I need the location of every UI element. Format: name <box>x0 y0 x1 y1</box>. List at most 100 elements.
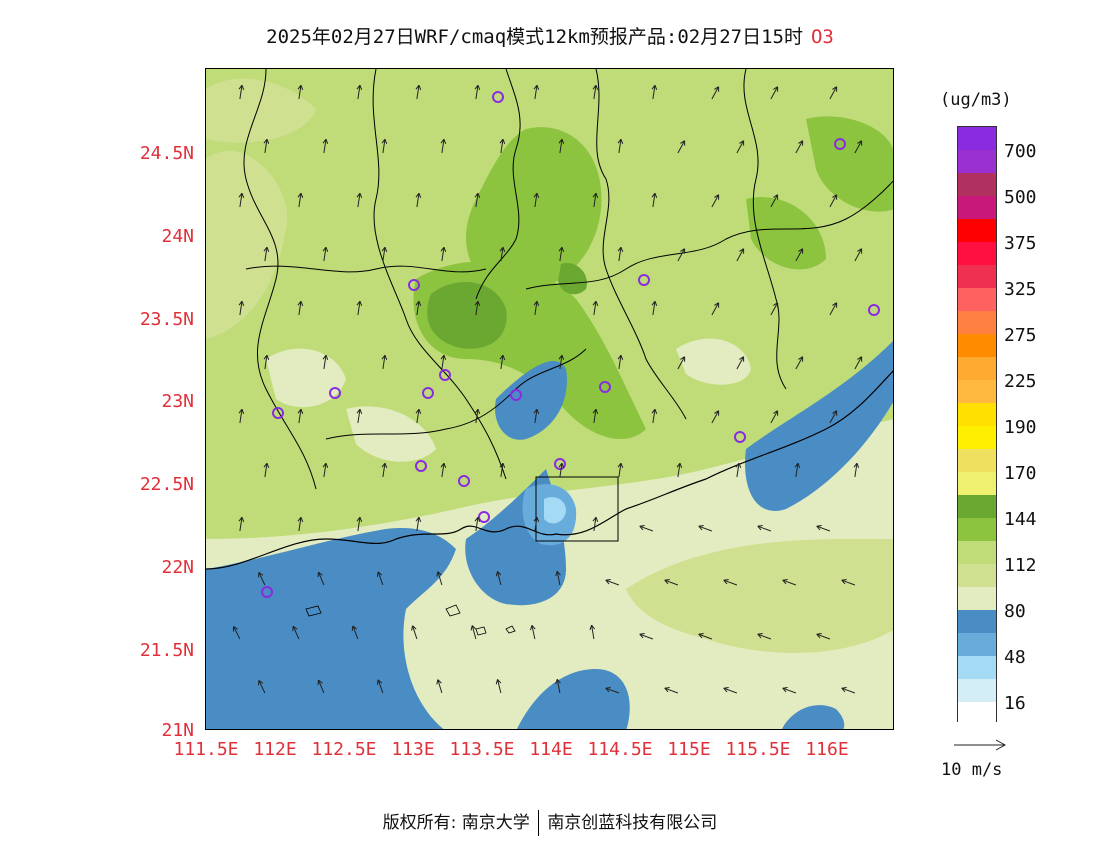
legend-swatch <box>958 518 996 541</box>
legend-label: 500 <box>1004 187 1037 208</box>
lat-tick-label: 23N <box>161 391 194 412</box>
wind-arrow-icon <box>605 578 620 586</box>
wind-arrow-icon <box>711 410 720 424</box>
wind-arrow-icon <box>854 356 863 370</box>
wind-arrow-icon <box>723 686 738 694</box>
circle-marker-icon[interactable] <box>868 304 880 316</box>
copyright-left: 版权所有: 南京大学 <box>382 813 530 833</box>
wind-arrow-icon <box>263 462 270 478</box>
legend-swatch <box>958 426 996 449</box>
circle-marker-icon[interactable] <box>439 369 451 381</box>
wind-arrow-icon <box>770 86 779 100</box>
field-112-west <box>206 150 288 339</box>
wind-arrow-icon <box>736 140 745 154</box>
wind-arrow-icon <box>664 578 679 586</box>
circle-marker-icon[interactable] <box>408 279 420 291</box>
field-16-core <box>544 497 566 524</box>
field-170-core <box>427 282 507 349</box>
wind-arrow-icon <box>415 516 422 532</box>
field-48-guangzhou <box>495 360 567 440</box>
wind-arrow-icon <box>258 571 266 586</box>
wind-arrow-icon <box>533 516 540 532</box>
wind-arrow-icon <box>258 679 266 694</box>
circle-marker-icon[interactable] <box>492 91 504 103</box>
wind-arrow-icon <box>723 578 738 586</box>
wind-arrow-icon <box>499 462 506 478</box>
wind-arrow-icon <box>639 632 654 640</box>
wind-arrow-icon <box>415 300 422 316</box>
lon-tick-label: 112.5E <box>311 739 377 760</box>
wind-arrow-icon <box>533 408 540 424</box>
wind-arrow-icon <box>676 462 683 478</box>
circle-marker-icon[interactable] <box>734 431 746 443</box>
legend-swatch <box>958 357 996 380</box>
circle-marker-icon[interactable] <box>422 387 434 399</box>
wind-arrow-icon <box>322 246 329 262</box>
legend-label: 325 <box>1004 279 1037 300</box>
legend-label: 375 <box>1004 233 1037 254</box>
wind-arrow-icon <box>495 571 502 586</box>
circle-marker-icon[interactable] <box>638 274 650 286</box>
wind-arrow-icon <box>770 302 779 316</box>
legend-label: 80 <box>1004 601 1026 622</box>
island-outlines <box>305 604 516 636</box>
circle-marker-icon[interactable] <box>834 138 846 150</box>
circle-marker-icon[interactable] <box>510 389 522 401</box>
wind-arrow-icon <box>816 524 831 532</box>
circle-marker-icon[interactable] <box>554 458 566 470</box>
station-markers <box>261 91 880 598</box>
circle-marker-icon[interactable] <box>272 407 284 419</box>
wind-arrow-icon <box>736 248 745 262</box>
wind-arrow-icon <box>376 571 384 586</box>
circle-marker-icon[interactable] <box>458 475 470 487</box>
legend-swatch <box>958 472 996 495</box>
wind-arrow-icon <box>795 356 804 370</box>
lon-tick-label: 116E <box>805 739 849 760</box>
wind-arrow-icon <box>440 138 447 154</box>
circle-marker-icon[interactable] <box>329 387 341 399</box>
wind-reference-label: 10 m/s <box>941 760 1003 780</box>
circle-marker-icon[interactable] <box>415 460 427 472</box>
wind-arrow-icon <box>589 624 596 640</box>
wind-arrow-icon <box>238 300 245 316</box>
legend-swatch <box>958 242 996 265</box>
wind-arrow-icon <box>829 302 838 316</box>
wind-arrow-icon <box>317 571 325 586</box>
circle-marker-icon[interactable] <box>478 511 490 523</box>
circle-marker-icon[interactable] <box>261 586 273 598</box>
wind-arrow-icon <box>592 300 599 316</box>
wind-arrow-icon <box>356 192 363 208</box>
region-box <box>535 476 619 542</box>
field-48-southwest <box>206 528 456 729</box>
wind-arrow-icon <box>440 354 447 370</box>
boundary-line <box>245 265 487 273</box>
wind-arrow-icon <box>639 524 654 532</box>
forecast-map[interactable] <box>205 68 894 730</box>
wind-arrow-icon <box>356 516 363 532</box>
wind-arrow-icon <box>698 632 713 640</box>
wind-arrow-icon <box>415 408 422 424</box>
copyright-footer: 版权所有: 南京大学 南京创蓝科技有限公司 <box>0 808 1100 836</box>
legend-swatch <box>958 219 996 242</box>
wind-arrow-icon <box>757 524 772 532</box>
lat-tick-label: 24.5N <box>139 143 194 164</box>
lon-tick-label: 115E <box>667 739 711 760</box>
legend-swatch <box>958 541 996 564</box>
wind-arrow-icon <box>381 462 388 478</box>
wind-arrow-icon <box>415 84 422 100</box>
boundary-line <box>325 348 587 440</box>
chart-title: 2025年02月27日WRF/cmaq模式12km预报产品:02月27日15时 O… <box>0 22 1100 49</box>
legend-label: 700 <box>1004 141 1037 162</box>
wind-arrow-icon <box>841 578 856 586</box>
wind-arrow-icon <box>292 625 300 640</box>
wind-arrow-icon <box>322 354 329 370</box>
wind-arrow-icon <box>297 516 304 532</box>
wind-arrow-icon <box>297 300 304 316</box>
wind-arrow-icon <box>263 138 270 154</box>
field-112-northwest <box>206 78 316 143</box>
circle-marker-icon[interactable] <box>599 381 611 393</box>
wind-arrow-icon <box>711 302 720 316</box>
field-170-small <box>558 263 587 295</box>
field-144-north <box>466 127 602 291</box>
legend-swatch <box>958 311 996 334</box>
